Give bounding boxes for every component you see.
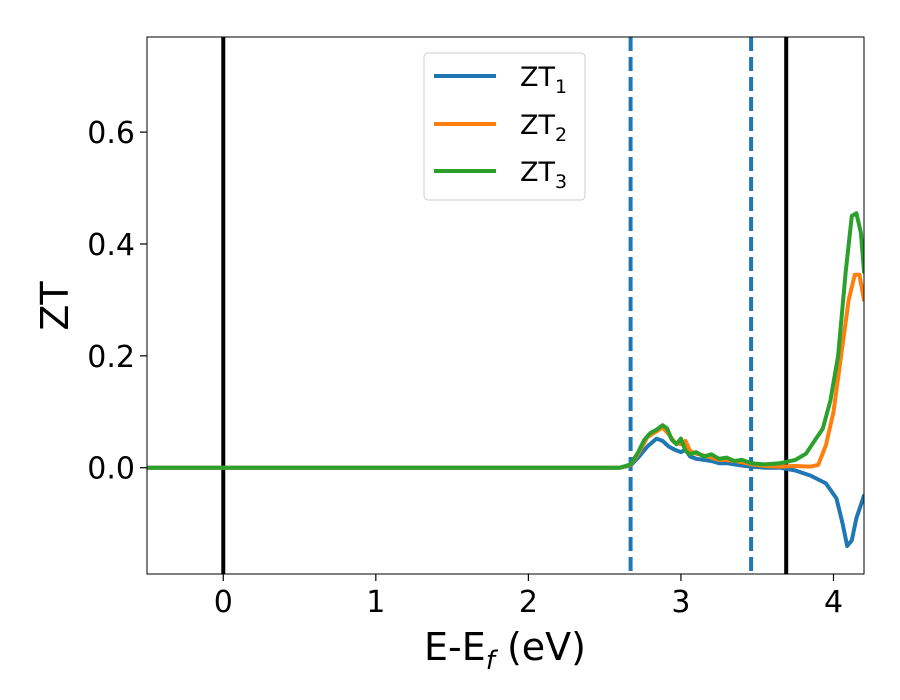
vertical-reference-lines <box>221 37 789 574</box>
plot-frame <box>146 36 865 575</box>
x-axis-title-tail: (eV) <box>495 625 586 669</box>
legend: ZT1 ZT2 ZT3 <box>423 52 586 201</box>
legend-box <box>423 52 586 201</box>
series-line-2 <box>147 272 864 470</box>
legend-entry-3: ZT3 <box>434 157 567 193</box>
x-axis-title-main: E-E <box>424 625 486 669</box>
y-tick-label: 0.4 <box>87 228 135 263</box>
legend-entry-1: ZT1 <box>434 62 567 98</box>
series-layer <box>147 211 864 548</box>
x-tick-label: 1 <box>366 585 385 620</box>
x-tick-label: 0 <box>214 585 233 620</box>
y-tick-label: 0.6 <box>87 116 135 151</box>
x-axis-title: E-Ef (eV) <box>424 625 586 676</box>
y-axis-ticks: 0.0 0.2 0.4 0.6 <box>87 116 147 487</box>
series-line-3 <box>147 211 864 470</box>
x-tick-label: 3 <box>671 585 690 620</box>
y-axis-title: ZT <box>33 281 77 331</box>
legend-entry-2: ZT2 <box>434 110 567 146</box>
y-tick-label: 0.2 <box>87 340 135 375</box>
x-axis-ticks: 0 1 2 3 4 <box>214 574 843 620</box>
legend-label-2: ZT2 <box>520 110 567 146</box>
series-line-1 <box>147 436 864 548</box>
x-tick-label: 2 <box>519 585 538 620</box>
y-tick-label: 0.0 <box>87 452 135 487</box>
legend-label-1: ZT1 <box>520 62 567 98</box>
legend-label-3: ZT3 <box>520 157 567 193</box>
x-tick-label: 4 <box>824 585 843 620</box>
